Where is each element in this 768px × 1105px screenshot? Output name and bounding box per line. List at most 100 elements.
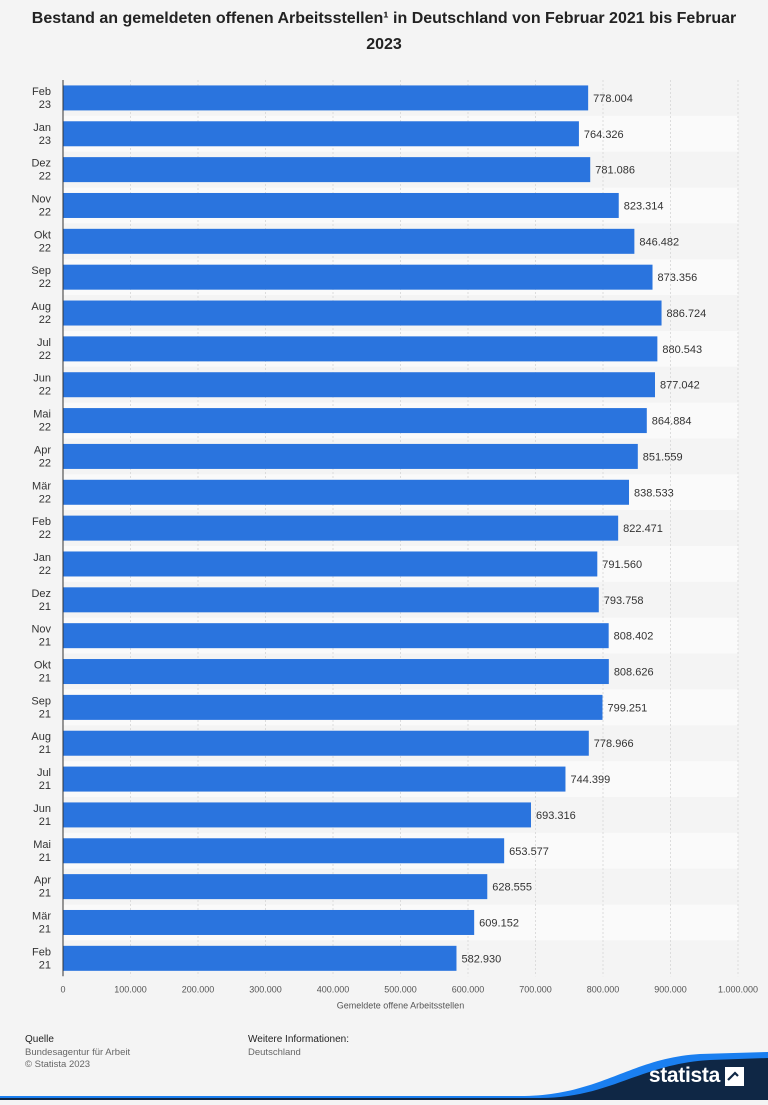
bar-value-label: 609.152 xyxy=(479,917,519,929)
y-category-month: Jul xyxy=(37,337,51,349)
x-tick-label: 700.000 xyxy=(519,984,552,994)
bar xyxy=(63,408,647,434)
y-category-year: 22 xyxy=(39,565,51,577)
y-category-year: 22 xyxy=(39,422,51,434)
x-tick-label: 500.000 xyxy=(384,984,417,994)
bar xyxy=(63,730,589,756)
bar-value-label: 653.577 xyxy=(509,846,549,858)
info-heading: Weitere Informationen: xyxy=(248,1034,349,1045)
y-category-year: 21 xyxy=(39,959,51,971)
x-tick-label: 900.000 xyxy=(654,984,687,994)
y-category-month: Feb xyxy=(32,86,51,98)
x-tick-label: 200.000 xyxy=(182,984,215,994)
source-block: Quelle Bundesagentur für Arbeit © Statis… xyxy=(25,1034,130,1072)
statista-logo-text: statista xyxy=(648,1064,720,1087)
x-tick-label: 0 xyxy=(60,984,65,994)
y-category-month: Dez xyxy=(31,588,51,600)
bar xyxy=(63,300,662,326)
bar xyxy=(63,336,658,362)
bar xyxy=(63,121,579,147)
bar-value-label: 764.326 xyxy=(584,129,624,141)
bar xyxy=(63,515,619,541)
bar-value-label: 822.471 xyxy=(623,523,663,535)
y-category-year: 21 xyxy=(39,780,51,792)
bar xyxy=(63,874,488,900)
y-category-year: 22 xyxy=(39,278,51,290)
bar-value-label: 582.930 xyxy=(461,953,501,965)
y-category-month: Mär xyxy=(32,910,51,922)
y-category-month: Jun xyxy=(33,373,51,385)
bar-value-label: 873.356 xyxy=(658,272,698,284)
y-category-month: Sep xyxy=(31,265,51,277)
bar xyxy=(63,623,609,649)
bar-value-label: 791.560 xyxy=(602,559,642,571)
bar-value-label: 880.543 xyxy=(662,344,702,356)
info-text: Deutschland xyxy=(248,1046,301,1058)
y-category-year: 22 xyxy=(39,350,51,362)
source-text: Bundesagentur für Arbeit xyxy=(25,1046,131,1058)
x-axis-title: Gemeldete offene Arbeitsstellen xyxy=(337,1000,464,1010)
y-category-month: Feb xyxy=(32,946,51,958)
bar-value-label: 823.314 xyxy=(624,200,664,212)
bar xyxy=(63,372,656,398)
y-category-year: 21 xyxy=(39,744,51,756)
y-category-month: Jul xyxy=(37,767,51,779)
bar xyxy=(63,694,603,720)
y-category-month: Nov xyxy=(31,624,51,636)
y-category-month: Feb xyxy=(32,516,51,528)
y-category-year: 21 xyxy=(39,673,51,685)
x-tick-label: 400.000 xyxy=(317,984,350,994)
bar-value-label: 886.724 xyxy=(667,308,707,320)
bar xyxy=(63,587,599,613)
y-category-year: 21 xyxy=(39,708,51,720)
bar xyxy=(63,802,531,828)
bar-value-label: 808.402 xyxy=(614,631,654,643)
y-category-year: 22 xyxy=(39,206,51,218)
bar xyxy=(63,909,475,935)
statista-logo-icon xyxy=(725,1067,744,1086)
bar-value-label: 778.004 xyxy=(593,93,633,105)
y-category-month: Jan xyxy=(33,552,51,564)
bar-value-label: 693.316 xyxy=(536,810,576,822)
y-category-year: 23 xyxy=(39,99,51,111)
y-category-month: Apr xyxy=(34,875,51,887)
bar xyxy=(63,192,619,218)
bar-chart: 778.004 764.326 781.086 823.314 846.482 873.3… xyxy=(31,80,758,1010)
bar-value-label: 877.042 xyxy=(660,380,700,392)
source-heading: Quelle xyxy=(25,1034,54,1045)
bar xyxy=(63,85,589,111)
y-category-year: 22 xyxy=(39,457,51,469)
y-category-year: 21 xyxy=(39,637,51,649)
y-category-month: Aug xyxy=(31,731,51,743)
brand-wave-shape xyxy=(0,1052,768,1100)
y-category-year: 21 xyxy=(39,816,51,828)
bar-value-label: 838.533 xyxy=(634,487,674,499)
bar xyxy=(63,157,591,183)
statista-brand-bar: statista xyxy=(0,1046,768,1100)
y-category-month: Nov xyxy=(31,193,51,205)
x-tick-label: 100.000 xyxy=(114,984,147,994)
y-category-month: Dez xyxy=(31,158,51,170)
x-tick-label: 800.000 xyxy=(587,984,620,994)
bar-value-label: 851.559 xyxy=(643,451,683,463)
y-category-month: Aug xyxy=(31,301,51,313)
y-category-month: Jun xyxy=(33,803,51,815)
y-category-year: 23 xyxy=(39,135,51,147)
copyright-text: © Statista 2023 xyxy=(25,1059,91,1070)
bar-value-label: 793.758 xyxy=(604,595,644,607)
bar-value-label: 781.086 xyxy=(595,165,635,177)
info-block: Weitere Informationen: Deutschland xyxy=(248,1034,349,1059)
y-category-year: 22 xyxy=(39,242,51,254)
y-category-year: 21 xyxy=(39,923,51,935)
bar-value-label: 744.399 xyxy=(570,774,610,786)
y-category-year: 22 xyxy=(39,493,51,505)
y-category-year: 21 xyxy=(39,888,51,900)
bar xyxy=(63,659,609,685)
bar xyxy=(63,766,566,792)
y-category-year: 22 xyxy=(39,386,51,398)
y-category-year: 21 xyxy=(39,852,51,864)
y-category-month: Mär xyxy=(32,480,51,492)
y-category-month: Okt xyxy=(34,660,51,672)
y-category-month: Mai xyxy=(33,409,51,421)
bar-value-label: 799.251 xyxy=(607,702,647,714)
